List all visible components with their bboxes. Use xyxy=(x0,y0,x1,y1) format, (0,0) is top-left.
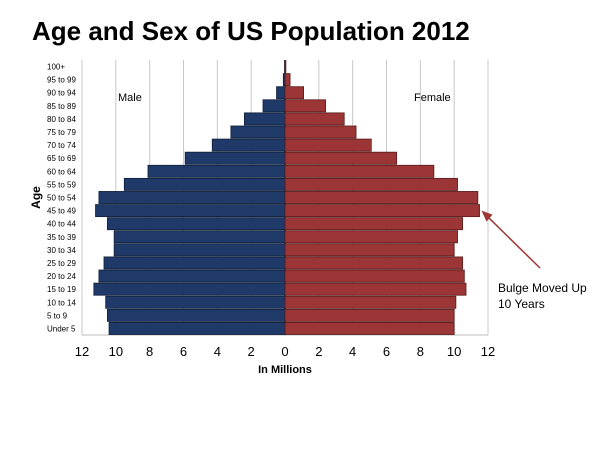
x-tick-label: 0 xyxy=(281,344,288,359)
male-bar xyxy=(211,138,286,152)
male-bar xyxy=(113,243,286,257)
male-bar xyxy=(113,230,286,244)
age-category-label: 80 to 84 xyxy=(47,115,76,124)
age-category-label: 20 to 24 xyxy=(47,272,76,281)
female-bar xyxy=(284,138,372,152)
age-category-label: 70 to 74 xyxy=(47,141,76,150)
x-tick-label: 2 xyxy=(315,344,322,359)
age-category-label: 75 to 79 xyxy=(47,128,76,137)
male-bar xyxy=(243,112,286,126)
female-bar xyxy=(284,243,455,257)
male-bar xyxy=(95,204,286,218)
female-bar xyxy=(284,60,287,73)
age-category-label: 100+ xyxy=(47,63,65,72)
x-tick-label: 10 xyxy=(109,344,123,359)
male-bar xyxy=(98,269,286,283)
x-tick-label: 10 xyxy=(447,344,461,359)
age-category-label: 45 to 49 xyxy=(47,207,76,216)
x-tick-label: 12 xyxy=(481,344,495,359)
x-tick-label: 6 xyxy=(383,344,390,359)
age-category-label: 35 to 39 xyxy=(47,233,76,242)
annotation-layer: Bulge Moved Up 10 Years xyxy=(481,210,587,311)
female-bar xyxy=(284,269,465,283)
labels-layer: Under 5 5 to 9 10 to 14 15 to 19 20 to 24 25 … xyxy=(29,63,495,376)
annotation-text: 10 Years xyxy=(498,297,545,311)
female-bar xyxy=(284,112,345,126)
age-category-label: 30 to 34 xyxy=(47,246,76,255)
x-tick-label: 8 xyxy=(146,344,153,359)
male-bar xyxy=(105,295,286,309)
age-category-label: 50 to 54 xyxy=(47,194,76,203)
male-bar xyxy=(230,125,286,139)
legend-male-label: Male xyxy=(118,92,142,104)
age-category-label: 85 to 89 xyxy=(47,102,76,111)
female-bar xyxy=(284,151,398,165)
x-tick-label: 4 xyxy=(214,344,221,359)
age-category-label: 10 to 14 xyxy=(47,298,76,307)
female-bar xyxy=(284,86,305,100)
male-bar xyxy=(262,99,286,113)
female-bar xyxy=(284,125,357,139)
x-axis-label: In Millions xyxy=(258,364,312,376)
female-bar xyxy=(284,308,455,322)
age-category-label: 55 to 59 xyxy=(47,180,76,189)
age-category-label: 5 to 9 xyxy=(47,311,68,320)
female-bar xyxy=(284,177,458,191)
male-bar xyxy=(98,191,286,204)
male-bar xyxy=(108,322,286,335)
male-bar xyxy=(276,86,286,100)
y-axis-label: Age xyxy=(29,186,43,209)
female-bar xyxy=(284,73,291,87)
chart-title: Age and Sex of US Population 2012 xyxy=(32,16,470,46)
x-tick-label: 2 xyxy=(248,344,255,359)
male-bar xyxy=(147,164,286,178)
female-bar xyxy=(284,230,458,244)
bars-layer xyxy=(93,60,480,335)
female-bar xyxy=(284,282,467,296)
female-bar xyxy=(284,322,455,335)
age-category-label: 60 to 64 xyxy=(47,167,76,176)
annotation-text: Bulge Moved Up xyxy=(498,281,587,295)
x-tick-label: 6 xyxy=(180,344,187,359)
age-category-label: 90 to 94 xyxy=(47,89,76,98)
female-bar xyxy=(284,295,457,309)
age-category-label: 15 to 19 xyxy=(47,285,76,294)
x-tick-label: 12 xyxy=(75,344,89,359)
female-bar xyxy=(284,256,464,270)
x-tick-label: 4 xyxy=(349,344,356,359)
female-bar xyxy=(284,99,326,113)
male-bar xyxy=(184,151,286,165)
male-bar xyxy=(103,256,286,270)
male-bar xyxy=(106,308,286,322)
x-tick-label: 8 xyxy=(417,344,424,359)
annotation-arrow-head xyxy=(481,210,493,222)
female-bar xyxy=(284,217,464,231)
annotation-arrow-line xyxy=(487,216,541,269)
age-category-label: 25 to 29 xyxy=(47,259,76,268)
female-bar xyxy=(284,204,480,218)
male-bar xyxy=(93,282,286,296)
legend-female-label: Female xyxy=(414,92,451,104)
age-category-label: 65 to 69 xyxy=(47,154,76,163)
female-bar xyxy=(284,164,435,178)
female-bar xyxy=(284,191,479,204)
age-category-label: Under 5 xyxy=(47,324,76,333)
age-category-label: 40 to 44 xyxy=(47,220,76,229)
male-bar xyxy=(106,217,286,231)
age-category-label: 95 to 99 xyxy=(47,76,76,85)
male-bar xyxy=(123,177,286,191)
